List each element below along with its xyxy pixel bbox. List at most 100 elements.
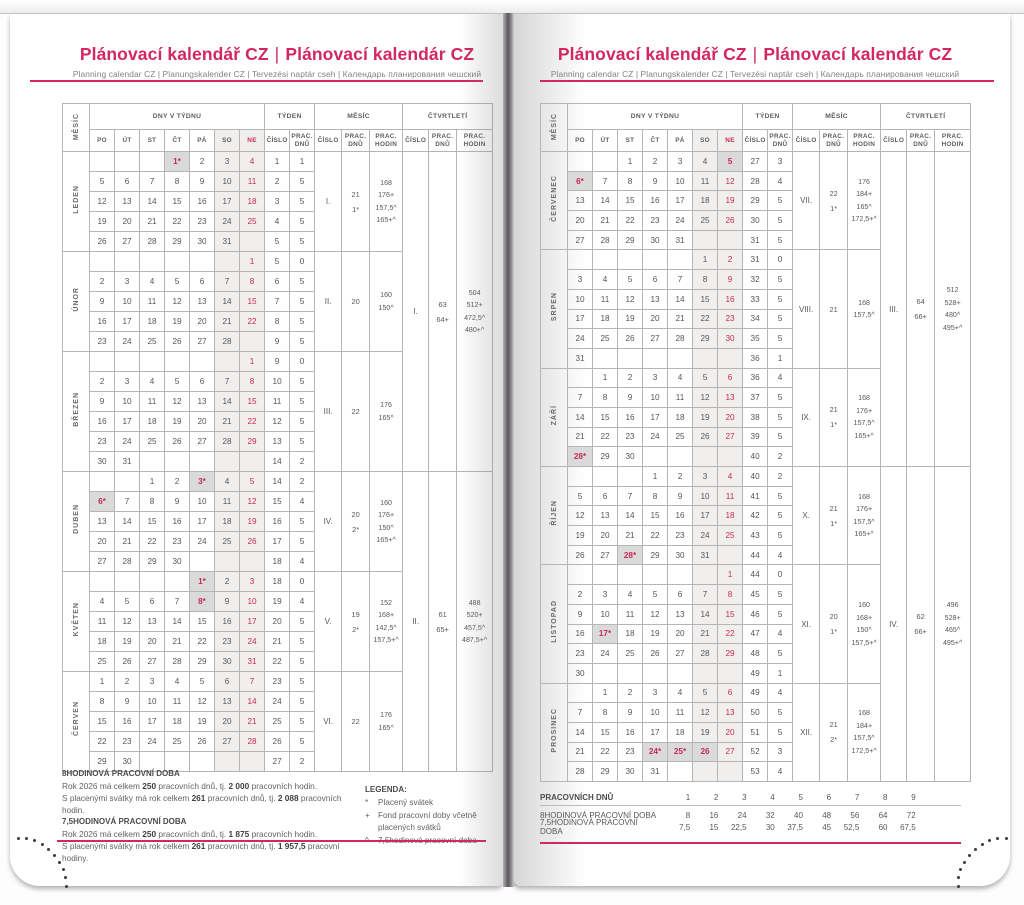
day-cell: 25 (667, 426, 693, 448)
day-cell: 26 (692, 426, 718, 448)
day-cell: 22 (189, 631, 215, 652)
day-cell: 15 (592, 406, 618, 428)
day-cell: 19 (617, 308, 643, 330)
day-cell: 26 (642, 643, 668, 664)
day-cell (164, 251, 190, 272)
day-cell: 22 (617, 210, 643, 231)
month-number-header: ČÍSLO (792, 129, 821, 152)
day-cell: 17 (214, 191, 240, 212)
month-workdays-cell: 21 1* (819, 465, 849, 566)
day-cell: 18 (89, 631, 115, 652)
week-workdays-cell: 5 (289, 391, 316, 412)
day-cell: 1 (592, 367, 618, 389)
day-cell: 9 (89, 291, 115, 312)
month-name-cell: KVĚTEN (62, 571, 90, 672)
day-header-st: ST (139, 129, 165, 152)
day-cell: 2 (89, 271, 115, 292)
day-cell: 31 (114, 451, 140, 472)
week-workdays-cell: 5 (767, 328, 794, 349)
week-workdays-cell: 5 (289, 311, 316, 332)
week-row: 17 18 19 20 21 22 23 34 5 (541, 308, 971, 330)
day-header-po: PO (89, 129, 115, 152)
footer-rule-right (540, 842, 961, 844)
day-cell (617, 347, 643, 369)
day-cell: 27 (189, 331, 215, 352)
day-cell: 16 (164, 511, 190, 532)
day-cell: 27 (214, 731, 240, 752)
day-cell: 6 (716, 367, 744, 389)
month-name-label: KVĚTEN (72, 601, 80, 637)
day-cell: 19 (692, 721, 718, 743)
day-cell: 3 (592, 584, 618, 605)
week-row: 23 24 25 26 27 28 29 13 5 (63, 431, 493, 452)
week-row: 13 14 15 16 17 18 19 29 5 (541, 190, 971, 212)
day-cell: 16 (89, 311, 115, 332)
day-cell: 22 (642, 525, 668, 546)
day-cell: 9 (114, 691, 140, 712)
day-cell: 11 (89, 611, 115, 632)
week-workdays-cell: 5 (289, 611, 316, 632)
week-number-cell: 11 (264, 391, 291, 412)
workdays-value: 37,5 (787, 822, 803, 832)
day-cell: 22 (592, 741, 618, 763)
week-number-cell: 13 (264, 431, 291, 452)
work-time-line: Rok 2026 má celkem 250 pracovních dnů, t… (62, 829, 318, 839)
day-cell: 20 (716, 406, 744, 428)
week-number-cell: 34 (742, 308, 769, 330)
week-row: 4 5 6 7 8* 9 10 19 4 (63, 591, 493, 612)
day-cell: 10 (567, 288, 593, 310)
day-cell: 15 (164, 191, 190, 212)
week-row: BŘEZEN 1 9 0 III. 22 176 165^ (62, 351, 493, 472)
week-workdays-cell: 5 (767, 210, 794, 231)
day-cell: 11 (164, 691, 190, 712)
workdays-value: 15 (709, 822, 719, 832)
header-month-column-label: MĚSÍC (72, 112, 80, 141)
month-number-cell: X. (792, 465, 821, 566)
week-number-cell: 12 (264, 411, 291, 432)
week-number-cell: 25 (264, 711, 291, 732)
workdays-value: 52,5 (843, 822, 860, 832)
day-cell: 1 (139, 471, 165, 492)
day-cell: 11 (692, 170, 718, 192)
week-workdays-cell: 5 (767, 288, 794, 310)
week-workdays-cell: 5 (289, 651, 316, 672)
week-workdays-cell: 5 (767, 406, 794, 428)
week-number-cell: 4 (264, 211, 291, 232)
day-cell: 27 (567, 229, 593, 251)
day-cell: 31 (667, 229, 693, 251)
day-cell: 26 (716, 210, 744, 231)
month-workdays-cell: 21 (819, 249, 849, 369)
week-number-cell: 8 (264, 311, 291, 332)
week-row: 5 6 7 8 9 10 11 41 5 (541, 485, 971, 507)
day-cell: 13 (716, 702, 744, 723)
week-workdays-cell: 2 (289, 451, 316, 472)
workdays-value: 8 (685, 810, 691, 820)
day-cell (214, 251, 240, 272)
day-cell: 21 (567, 741, 593, 763)
day-header-po: PO (567, 129, 593, 152)
day-cell: 28 (238, 731, 266, 752)
day-cell: 7 (567, 702, 593, 723)
week-workdays-cell: 4 (767, 170, 794, 192)
day-cell: 15 (642, 505, 668, 527)
day-cell: 16 (617, 406, 643, 428)
workdays-value: 16 (709, 810, 719, 820)
week-row: DUBEN 1 2 3* 4 5 14 2 IV. 20 2* 160 176+ 150^ 165+… (62, 471, 494, 772)
workdays-value: 32 (765, 810, 775, 820)
day-cell: 16 (667, 505, 693, 527)
workdays-value: 67,5 (900, 822, 916, 832)
spine (503, 13, 514, 887)
day-cell: 24 (139, 731, 165, 752)
week-number-cell: 18 (264, 551, 291, 572)
day-cell: 13 (214, 691, 240, 712)
month-number-cell: VIII. (792, 249, 821, 369)
day-cell: 4 (692, 151, 718, 172)
day-cell: 22 (139, 531, 165, 552)
day-cell (89, 351, 115, 372)
week-number-cell: 52 (742, 741, 769, 763)
day-cell (189, 551, 215, 572)
workdays-col-header: 5 (798, 792, 803, 802)
week-number-cell: 18 (264, 571, 291, 592)
title-separator: | (752, 44, 758, 64)
